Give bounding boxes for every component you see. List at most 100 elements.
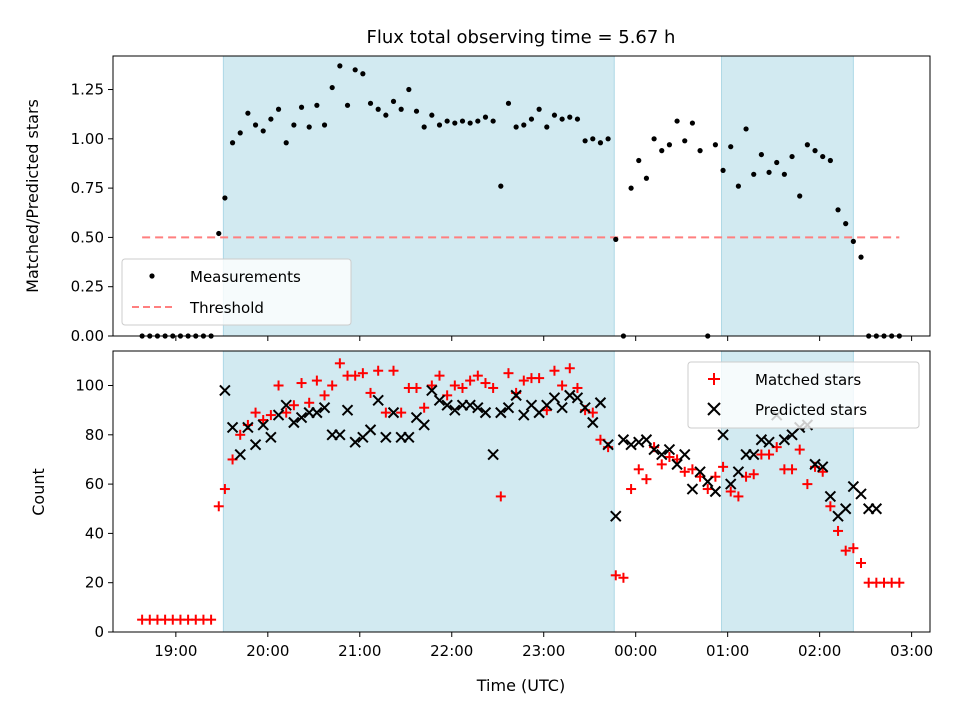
x-tick-label: 02:00 — [798, 642, 841, 660]
matched-star-point — [894, 577, 905, 588]
predicted-star-point — [242, 421, 254, 434]
measurement-point — [482, 114, 489, 120]
legend-measurements-label: Measurements — [190, 268, 301, 286]
matched-star-point — [488, 382, 499, 393]
predicted-star-point — [502, 401, 515, 414]
measurement-point — [812, 148, 818, 154]
matched-star-point — [288, 400, 299, 411]
predicted-star-point — [648, 443, 660, 456]
predicted-stars-points — [219, 384, 883, 522]
x-tick-label: 21:00 — [338, 642, 381, 660]
y-tick-label: 0.25 — [71, 278, 104, 296]
measurement-point — [720, 167, 726, 173]
predicted-star-point — [602, 438, 614, 451]
measurement-point — [858, 254, 864, 260]
measurement-point — [590, 136, 596, 142]
predicted-star-point — [234, 448, 246, 461]
measurement-point — [321, 122, 328, 128]
measurement-point — [260, 128, 266, 134]
measurement-point — [413, 108, 420, 114]
measurement-point — [735, 183, 741, 189]
matched-star-point — [549, 365, 560, 376]
measurement-point — [444, 118, 450, 124]
predicted-star-point — [479, 406, 492, 419]
predicted-star-point — [579, 401, 591, 414]
measurement-point — [605, 136, 611, 142]
y-tick-label: 0 — [94, 623, 104, 641]
matched-star-point — [718, 461, 729, 472]
matched-star-point — [411, 382, 422, 393]
measurement-point — [797, 193, 803, 199]
legend-measurements-marker — [149, 273, 155, 279]
matched-star-point — [380, 407, 391, 418]
predicted-star-point — [341, 404, 354, 416]
matched-star-point — [350, 370, 361, 381]
bottom-x-ticks: 19:00 20:00 21:00 22:00 23:00 00:00 01:00 02:00… — [154, 632, 933, 660]
matched-star-point — [518, 375, 529, 386]
matched-star-point — [618, 572, 629, 583]
measurement-point — [467, 120, 473, 126]
y-tick-label: 80 — [85, 426, 104, 444]
predicted-star-point — [694, 466, 706, 478]
matched-star-point — [373, 365, 384, 376]
x-tick-label: 01:00 — [706, 642, 749, 660]
measurement-point — [505, 100, 512, 106]
predicted-star-point — [625, 438, 637, 451]
measurement-point — [674, 118, 680, 124]
top-x-ticks — [175, 336, 913, 341]
matched-star-point — [733, 491, 744, 502]
top-legend: Measurements Threshold — [121, 258, 352, 326]
x-tick-label: 00:00 — [614, 642, 657, 660]
matched-star-point — [564, 363, 575, 374]
matched-star-point — [610, 570, 621, 581]
predicted-star-point — [633, 436, 645, 448]
predicted-star-point — [418, 419, 430, 431]
legend-predicted-marker — [707, 402, 721, 416]
predicted-star-point — [709, 485, 722, 498]
predicted-star-point — [311, 406, 323, 419]
matched-star-point — [833, 525, 844, 536]
measurement-point — [314, 102, 320, 108]
measurement-point — [283, 140, 289, 146]
measurement-point — [528, 116, 535, 122]
matched-star-point — [656, 459, 667, 470]
predicted-star-point — [809, 458, 821, 471]
measurement-point — [835, 207, 841, 213]
matched-star-point — [626, 484, 637, 495]
matched-star-point — [388, 365, 399, 376]
measurement-point — [398, 106, 404, 112]
matched-star-point — [748, 469, 759, 480]
predicted-star-point — [272, 409, 285, 421]
legend-predicted-label: Predicted stars — [755, 401, 867, 419]
predicted-star-point — [717, 429, 729, 441]
matched-star-point — [679, 466, 690, 477]
measurement-point — [597, 140, 604, 146]
measurement-point — [712, 142, 719, 148]
predicted-star-point — [732, 466, 745, 478]
predicted-star-point — [280, 399, 292, 411]
matched-star-point — [213, 501, 224, 512]
predicted-star-point — [441, 399, 453, 411]
matched-star-point — [426, 380, 437, 391]
y-tick-label: 40 — [85, 524, 104, 542]
measurement-point — [352, 67, 358, 73]
measurement-point — [475, 118, 481, 124]
predicted-star-point — [472, 401, 484, 414]
predicted-star-point — [671, 458, 683, 471]
measurement-point — [367, 100, 374, 106]
matched-star-point — [787, 464, 798, 475]
matched-star-point — [457, 382, 468, 393]
measurement-point — [789, 153, 795, 160]
matched-star-point — [472, 370, 483, 381]
bottom-axes-frame — [112, 350, 931, 633]
measurement-point — [222, 195, 228, 201]
predicted-star-point — [510, 389, 522, 402]
matched-star-point — [334, 358, 345, 369]
predicted-star-point — [656, 448, 668, 461]
y-tick-label: 60 — [85, 475, 104, 493]
legend-matched-marker — [708, 373, 720, 385]
predicted-star-point — [226, 421, 239, 434]
measurement-point — [628, 185, 634, 191]
top-legend-box — [121, 258, 352, 326]
predicted-star-point — [403, 431, 415, 443]
